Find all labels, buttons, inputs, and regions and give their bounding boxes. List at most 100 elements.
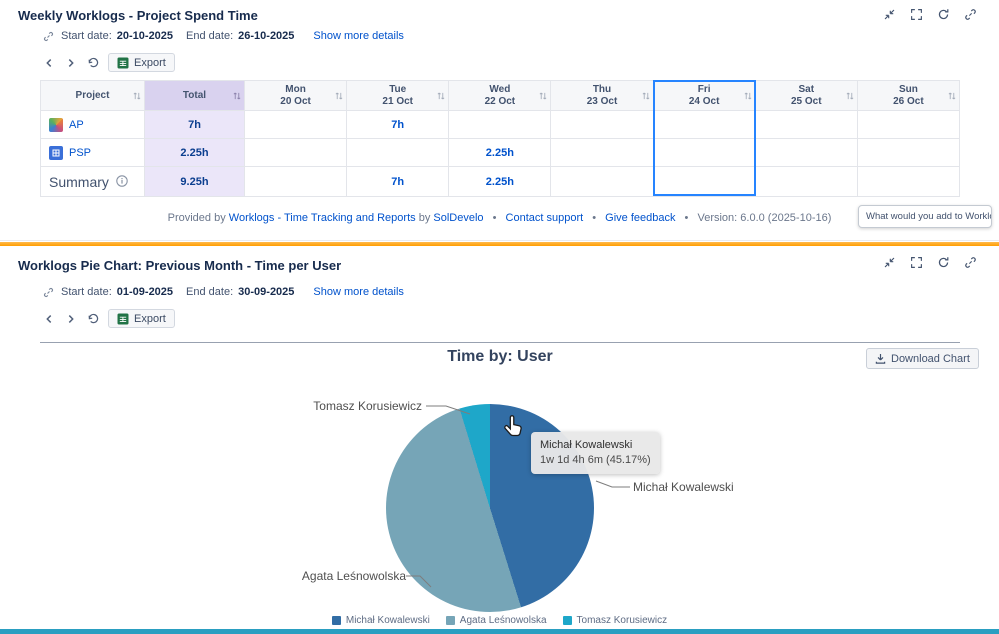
next-gadget-edge — [0, 629, 999, 634]
project-link[interactable]: AP — [69, 118, 84, 131]
reset-icon[interactable] — [84, 310, 102, 328]
end-date-label: End date: — [186, 286, 234, 298]
sort-icon[interactable] — [642, 91, 650, 101]
prev-month-button[interactable] — [40, 310, 58, 328]
total-cell: 9.25h — [144, 166, 245, 197]
sort-icon[interactable] — [846, 91, 854, 101]
give-feedback-link[interactable]: Give feedback — [605, 212, 676, 224]
legend-swatch — [562, 616, 572, 625]
gadget-title: Weekly Worklogs - Project Spend Time — [18, 8, 258, 23]
project-avatar — [49, 145, 63, 160]
app-link[interactable]: Worklogs - Time Tracking and Reports — [228, 212, 416, 224]
sort-icon[interactable] — [233, 91, 241, 101]
col-header-day: Wed 22 Oct — [448, 80, 552, 111]
sort-icon[interactable] — [539, 91, 547, 101]
chain-icon — [43, 287, 54, 298]
total-cell: 7h — [144, 110, 245, 139]
sort-icon[interactable] — [744, 91, 752, 101]
export-button[interactable]: Export — [108, 309, 175, 328]
gadget-footer: Provided by Worklogs - Time Tracking and… — [0, 212, 999, 224]
end-date-value: 26-10-2025 — [238, 30, 295, 42]
chart-legend: Michał Kowalewski Agata Leśnowolska Toma… — [0, 615, 999, 626]
export-label: Export — [134, 56, 166, 69]
legend-item[interactable]: Agata Leśnowolska — [445, 615, 547, 626]
tooltip-value: 1w 1d 4h 6m (45.17%) — [540, 454, 651, 466]
gadget-toolbar: Export — [40, 309, 175, 328]
col-header-total: Total — [144, 80, 245, 111]
refresh-icon[interactable] — [936, 255, 950, 269]
refresh-icon[interactable] — [936, 7, 950, 21]
day-cell — [652, 138, 756, 167]
show-more-details-link[interactable]: Show more details — [313, 286, 404, 298]
day-cell — [652, 110, 756, 139]
expand-icon[interactable] — [909, 255, 923, 269]
col-header-project: Project — [40, 80, 145, 111]
col-header-day: Mon 20 Oct — [243, 80, 348, 111]
sort-icon[interactable] — [948, 91, 956, 101]
sort-icon[interactable] — [335, 91, 343, 101]
project-link[interactable]: PSP — [69, 146, 92, 159]
gadget-title: Worklogs Pie Chart: Previous Month - Tim… — [18, 258, 342, 273]
bullet: • — [592, 212, 597, 224]
col-header-day: Thu 23 Oct — [550, 80, 654, 111]
col-header-day: Tue 21 Oct — [346, 80, 450, 111]
footer-text: by — [418, 212, 431, 224]
minimize-icon[interactable] — [882, 7, 896, 21]
date-bar: Start date: 01-09-2025 End date: 30-09-2… — [43, 286, 404, 298]
chain-icon — [43, 31, 54, 42]
feedback-prompt[interactable]: What would you add to Worklogs? — [858, 205, 992, 228]
legend-label: Agata Leśnowolska — [459, 615, 547, 626]
chart-title: Time by: User — [447, 348, 553, 365]
end-date-label: End date: — [186, 30, 234, 42]
show-more-details-link[interactable]: Show more details — [313, 30, 404, 42]
table-row: AP 7h 7h — [40, 110, 961, 139]
vendor-link[interactable]: SolDevelo — [433, 212, 484, 224]
worklog-table: Project Total Mon 20 Oct Tue 21 Oct Wed 22 … — [40, 80, 961, 197]
bullet: • — [684, 212, 689, 224]
day-cell — [550, 138, 654, 167]
col-header-day-current: Fri 24 Oct — [652, 80, 756, 111]
summary-label: Summary — [49, 173, 109, 190]
legend-item[interactable]: Tomasz Korusiewicz — [562, 615, 668, 626]
expand-icon[interactable] — [909, 7, 923, 21]
bullet: • — [492, 212, 497, 224]
next-month-button[interactable] — [62, 310, 80, 328]
gadget-toolbar: Export — [40, 53, 175, 72]
minimize-icon[interactable] — [882, 255, 896, 269]
gadget-controls — [882, 255, 977, 269]
divider — [40, 342, 960, 343]
footer-text: Provided by — [167, 212, 226, 224]
legend-item[interactable]: Michał Kowalewski — [331, 615, 430, 626]
day-cell — [550, 110, 654, 139]
sort-icon[interactable] — [133, 91, 141, 101]
download-icon — [875, 353, 886, 364]
export-button[interactable]: Export — [108, 53, 175, 72]
export-label: Export — [134, 312, 166, 325]
export-icon — [117, 57, 129, 68]
sort-icon[interactable] — [437, 91, 445, 101]
tooltip-name: Michał Kowalewski — [540, 439, 633, 451]
day-cell — [243, 110, 348, 139]
contact-support-link[interactable]: Contact support — [505, 212, 584, 224]
start-date-value: 01-09-2025 — [116, 286, 174, 298]
prev-week-button[interactable] — [40, 54, 58, 72]
info-icon[interactable] — [116, 174, 128, 190]
day-cell: 7h — [346, 110, 450, 139]
day-cell — [448, 110, 552, 139]
col-header-day: Sun 26 Oct — [856, 80, 961, 111]
link-icon[interactable] — [963, 255, 977, 269]
chart-tooltip: Michał Kowalewski 1w 1d 4h 6m (45.17%) — [531, 432, 660, 474]
dashboard-divider — [0, 242, 999, 246]
day-cell — [754, 138, 858, 167]
legend-label: Tomasz Korusiewicz — [576, 615, 668, 626]
link-icon[interactable] — [963, 7, 977, 21]
col-header-day: Sat 25 Oct — [754, 80, 858, 111]
day-cell — [346, 138, 450, 167]
day-cell — [652, 166, 756, 197]
download-chart-button[interactable]: Download Chart — [866, 348, 979, 369]
next-week-button[interactable] — [62, 54, 80, 72]
day-cell — [754, 166, 858, 197]
day-cell: 2.25h — [448, 138, 552, 167]
reset-icon[interactable] — [84, 54, 102, 72]
worklog-table-wrap: Project Total Mon 20 Oct Tue 21 Oct Wed 22 … — [40, 80, 961, 197]
